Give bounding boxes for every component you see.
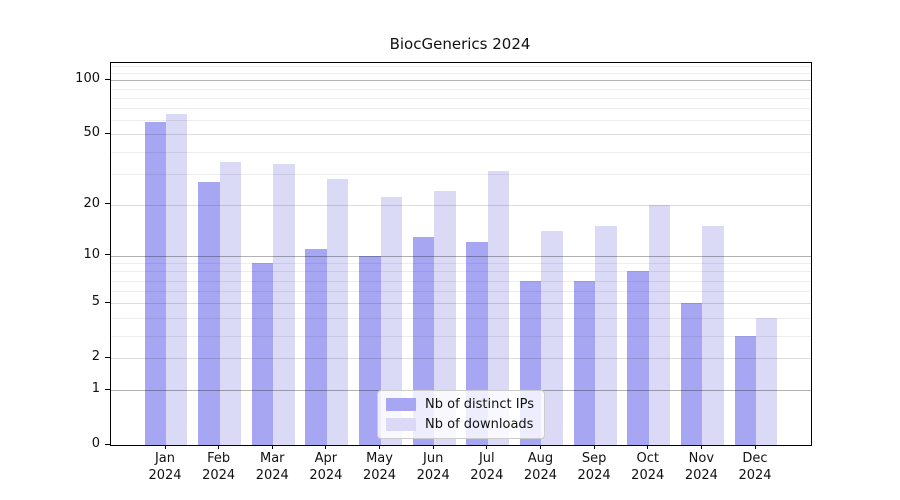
bar-ips-dec (734, 335, 756, 445)
x-tick-label: May 2024 (350, 450, 410, 484)
bar-downloads-oct (648, 204, 671, 445)
x-tick-label: Feb 2024 (189, 450, 249, 484)
y-tick-mark (105, 356, 110, 358)
x-tick-year: 2024 (309, 468, 343, 483)
bar-ips-sep (573, 280, 596, 445)
x-tick-label: Nov 2024 (671, 450, 731, 484)
x-tick-mark (754, 444, 756, 449)
bar-ips-apr (305, 248, 327, 445)
bar-downloads-jun (434, 190, 456, 445)
y-tick-mark (105, 78, 110, 80)
bar-downloads-feb (219, 161, 242, 445)
x-tick-year: 2024 (631, 468, 665, 483)
legend: Nb of distinct IPs Nb of downloads (377, 390, 545, 439)
y-tick-label: 0 (91, 436, 100, 451)
x-tick-label: Mar 2024 (242, 450, 302, 484)
x-tick-year: 2024 (470, 468, 504, 483)
plot-area: Nb of distinct IPs Nb of downloads (110, 62, 812, 446)
x-tick-mark (647, 444, 649, 449)
x-tick-year: 2024 (202, 468, 236, 483)
x-tick-month: Dec (742, 451, 768, 466)
x-tick-mark (325, 444, 327, 449)
x-tick-month: Jun (423, 451, 444, 466)
x-tick-month: Apr (314, 451, 338, 466)
bar-ips-mar (251, 263, 274, 445)
x-tick-mark (593, 444, 595, 449)
bar-ips-may (359, 255, 381, 445)
y-tick-label: 10 (83, 246, 100, 262)
y-tick-label: 50 (83, 125, 100, 141)
x-tick-label: Sep 2024 (564, 450, 624, 484)
x-tick-year: 2024 (255, 468, 289, 483)
x-tick-mark (432, 444, 434, 449)
x-tick-year: 2024 (738, 468, 772, 483)
legend-label-downloads: Nb of downloads (425, 417, 534, 432)
x-tick-year: 2024 (148, 468, 182, 483)
x-tick-mark (700, 444, 702, 449)
y-tick-label: 100 (75, 71, 100, 87)
y-tick-mark (105, 388, 110, 390)
bar-downloads-may (380, 197, 402, 445)
legend-item-downloads: Nb of downloads (386, 417, 534, 432)
y-tick-mark (105, 301, 110, 303)
legend-item-distinct-ips: Nb of distinct IPs (386, 397, 534, 412)
x-tick-mark (164, 444, 166, 449)
x-tick-year: 2024 (577, 468, 611, 483)
x-tick-label: Jan 2024 (135, 450, 195, 484)
bar-downloads-sep (595, 226, 617, 445)
x-tick-month: Oct (636, 451, 659, 466)
x-tick-label: Dec 2024 (725, 450, 785, 484)
y-tick-mark (105, 254, 110, 256)
y-tick-label: 2 (91, 349, 100, 365)
bar-downloads-dec (756, 317, 778, 445)
x-tick-label: Apr 2024 (296, 450, 356, 484)
legend-swatch-downloads-icon (386, 418, 417, 431)
bar-downloads-apr (326, 179, 349, 445)
x-tick-mark (486, 444, 488, 449)
bar-ips-jan (144, 121, 166, 445)
y-tick-mark (105, 203, 110, 205)
bars-layer (111, 63, 811, 445)
bar-downloads-jul (487, 171, 510, 445)
x-tick-month: Jul (478, 451, 495, 466)
x-tick-mark (271, 444, 273, 449)
x-tick-mark (218, 444, 220, 449)
x-tick-month: Sep (581, 451, 607, 466)
bar-downloads-nov (702, 226, 724, 445)
legend-label-distinct-ips: Nb of distinct IPs (425, 397, 534, 412)
y-tick-label: 5 (91, 294, 100, 310)
bar-ips-nov (680, 303, 703, 445)
chart-title: BiocGenerics 2024 (389, 35, 531, 53)
x-tick-year: 2024 (362, 468, 397, 483)
x-tick-year: 2024 (416, 468, 450, 483)
legend-swatch-distinct-ips-icon (386, 398, 417, 411)
x-tick-year: 2024 (523, 468, 557, 483)
x-tick-month: May (366, 451, 393, 466)
bar-ips-oct (627, 271, 649, 445)
x-tick-month: Feb (207, 451, 231, 466)
x-tick-label: Jul 2024 (457, 450, 517, 484)
x-tick-label: Aug 2024 (510, 450, 570, 484)
x-tick-label: Oct 2024 (618, 450, 678, 484)
bar-downloads-jan (166, 114, 188, 445)
x-tick-month: Mar (260, 451, 285, 466)
x-tick-month: Aug (527, 451, 554, 466)
x-tick-mark (539, 444, 541, 449)
y-tick-mark (105, 132, 110, 134)
bar-downloads-aug (541, 231, 563, 445)
y-tick-label: 1 (91, 381, 100, 397)
x-tick-year: 2024 (684, 468, 718, 483)
x-tick-month: Nov (688, 451, 715, 466)
bar-ips-feb (198, 181, 220, 445)
x-tick-mark (379, 444, 381, 449)
y-tick-mark (105, 443, 110, 445)
y-tick-label: 20 (83, 195, 100, 211)
x-tick-label: Jun 2024 (403, 450, 463, 484)
bar-downloads-mar (273, 164, 295, 445)
x-tick-month: Jan (154, 451, 176, 466)
